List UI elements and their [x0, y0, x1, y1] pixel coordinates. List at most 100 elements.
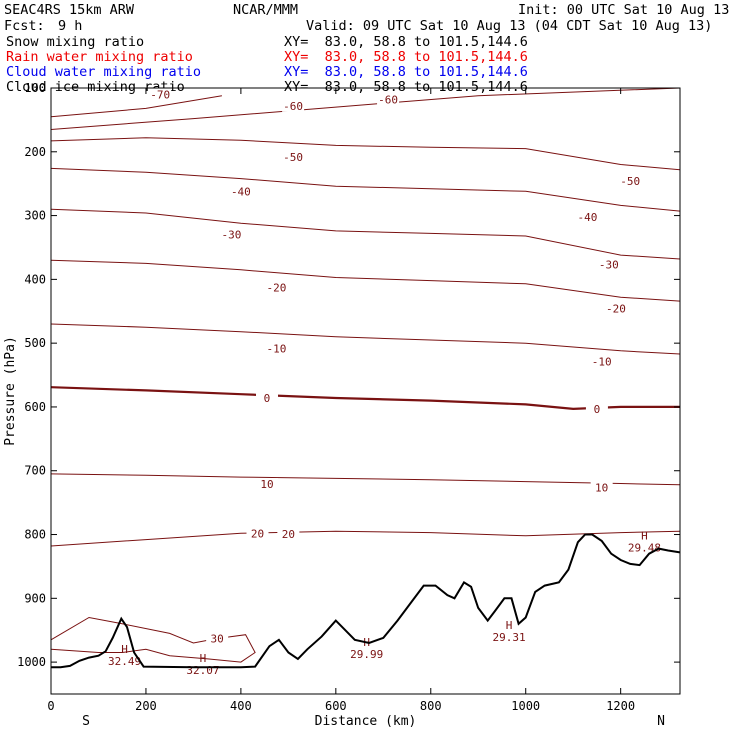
high-marker: H	[200, 652, 207, 665]
x-axis-title: Distance (km)	[315, 714, 417, 729]
y-tick-label: 400	[24, 272, 46, 286]
isotherm-label-bg	[206, 632, 229, 645]
field-xy-rain: XY= 83.0, 58.8 to 101.5,144.6	[284, 49, 528, 65]
isotherm-label: -70	[150, 88, 170, 101]
isotherm--10	[51, 323, 680, 355]
isotherm-label-bg	[255, 478, 278, 491]
isotherm-10	[51, 473, 680, 486]
y-tick-label: 200	[24, 145, 46, 159]
isotherm-label-bg	[277, 527, 300, 540]
isotherm-label: 30	[211, 633, 224, 646]
high-marker: H	[506, 619, 513, 632]
isotherm-layer: -70 -60 -60 -50 -50 -40 -40 -30 -30 -20 -20 -10 -10 0…	[51, 88, 680, 663]
isotherm-label-bg	[149, 88, 172, 101]
y-tick-label: 300	[24, 209, 46, 223]
high-value: 32.07	[186, 664, 219, 677]
isotherm-label-bg	[590, 355, 613, 368]
isotherm-label: 10	[260, 478, 273, 491]
isotherm-label: -40	[231, 185, 251, 198]
field-name-snow: Snow mixing ratio	[6, 34, 145, 50]
isotherm-label-bg	[282, 150, 305, 163]
isotherm-label-bg	[255, 392, 278, 405]
isotherm-label-bg	[265, 281, 288, 294]
isotherm--40	[51, 167, 680, 212]
isotherm-label: -20	[606, 303, 626, 316]
y-tick-label: 700	[24, 464, 46, 478]
high-marker: H	[641, 530, 648, 543]
y-tick-label: 900	[24, 591, 46, 605]
header-model: SEAC4RS 15km ARW	[4, 2, 135, 18]
isotherm-label-bg	[377, 93, 400, 106]
plot-frame	[50, 87, 681, 695]
high-value: 29.99	[350, 648, 383, 661]
field-xy-cloud-water: XY= 83.0, 58.8 to 101.5,144.6	[284, 64, 528, 80]
isotherm-label: 10	[595, 481, 608, 494]
header-valid: Valid: 09 UTC Sat 10 Aug 13 (04 CDT Sat …	[306, 18, 713, 34]
isotherm-label: -50	[620, 175, 640, 188]
isotherm-label-bg	[604, 302, 627, 315]
x-tick-label: 200	[135, 699, 157, 713]
isotherm--60	[51, 88, 680, 130]
y-tick-label: 500	[24, 336, 46, 350]
x-tick-label: 1000	[511, 699, 540, 713]
field-xy-cloud-ice: XY= 83.0, 58.8 to 101.5,144.6	[284, 79, 528, 95]
high-marker: H	[121, 643, 128, 656]
axes-layer: 0 200 400 600 800 1000 12001002003004005006007…	[17, 81, 680, 713]
isotherm-label: -50	[283, 151, 303, 164]
isotherm-label-bg	[590, 481, 613, 494]
header-fcst-label: Fcst:	[4, 18, 45, 34]
isotherm-label: -60	[283, 100, 303, 113]
isotherm-label-bg	[576, 210, 599, 223]
isotherm-label: -60	[378, 93, 398, 106]
x-tick-label: 400	[230, 699, 252, 713]
isotherm-30	[51, 616, 256, 663]
isotherm-label: 0	[264, 392, 271, 405]
isotherm-label-bg	[585, 402, 608, 415]
isotherm-label-bg	[282, 99, 305, 112]
y-tick-label: 100	[24, 81, 46, 95]
isotherm-label-bg	[220, 228, 243, 241]
isotherm-label: -30	[221, 229, 241, 242]
x-tick-label: 800	[420, 699, 442, 713]
x-tick-label: 600	[325, 699, 347, 713]
high-value: 29.48	[628, 542, 661, 555]
terrain-line	[51, 533, 681, 669]
isotherm--20	[51, 259, 680, 302]
isotherm-label: -40	[577, 211, 597, 224]
isotherm-label-bg	[246, 527, 269, 540]
y-tick-label: 600	[24, 400, 46, 414]
isotherm-label: 20	[251, 527, 264, 540]
header-init: Init: 00 UTC Sat 10 Aug 13	[518, 2, 730, 18]
x-tick-label: 0	[47, 699, 54, 713]
x-tick-label: 1200	[606, 699, 635, 713]
isotherm--50	[51, 137, 680, 171]
isotherm--30	[51, 208, 680, 260]
field-name-cloud-water: Cloud water mixing ratio	[6, 64, 202, 80]
isotherm-20	[51, 530, 680, 547]
high-value: 32.49	[108, 655, 141, 668]
header-org: NCAR/MMM	[233, 2, 299, 18]
isotherm-label: 0	[594, 403, 601, 416]
isotherm-label: -30	[599, 259, 619, 272]
isotherm-label: 20	[282, 528, 295, 541]
high-value: 29.31	[493, 631, 526, 644]
isotherm-label: -10	[267, 342, 287, 355]
y-tick-label: 800	[24, 528, 46, 542]
header-fcst-value: 9 h	[58, 18, 83, 34]
field-xy-snow: XY= 83.0, 58.8 to 101.5,144.6	[284, 34, 528, 50]
field-name-rain: Rain water mixing ratio	[6, 49, 193, 65]
isotherm-0	[51, 386, 680, 411]
north-end-label: N	[657, 714, 665, 729]
terrain-layer	[51, 533, 681, 669]
y-tick-label: 1000	[17, 655, 46, 669]
isotherm-label-bg	[597, 258, 620, 271]
isotherm-label-bg	[619, 175, 642, 188]
y-axis-title: Pressure (hPa)	[3, 336, 18, 446]
isotherm-label-bg	[229, 185, 252, 198]
isotherm-label: -20	[267, 282, 287, 295]
isotherm--70	[51, 95, 222, 118]
isotherm-label: -10	[592, 356, 612, 369]
south-end-label: S	[82, 714, 90, 729]
